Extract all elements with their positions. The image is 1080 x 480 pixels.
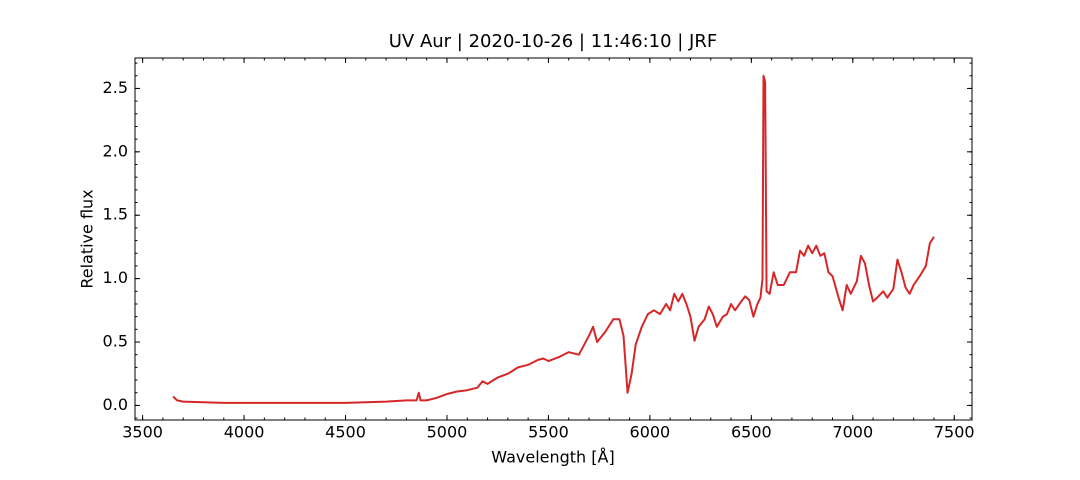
x-tick-label: 3500: [122, 423, 163, 442]
x-tick-label: 7500: [934, 423, 975, 442]
y-tick-label: 2.0: [103, 141, 128, 160]
y-tick-label: 2.5: [103, 78, 128, 97]
x-tick-label: 4000: [224, 423, 265, 442]
x-tick-label: 4500: [325, 423, 366, 442]
plot-frame: [134, 57, 973, 421]
y-tick-label: 0.5: [103, 332, 128, 351]
x-axis-label: Wavelength [Å]: [491, 448, 614, 467]
spectrum-line: [172, 74, 935, 404]
x-tick-label: 6000: [630, 423, 671, 442]
x-tick-label: 7000: [832, 423, 873, 442]
x-tick-label: 5500: [528, 423, 569, 442]
y-tick-label: 1.5: [103, 205, 128, 224]
chart-title: UV Aur | 2020-10-26 | 11:46:10 | JRF: [389, 31, 717, 52]
x-tick-label: 5000: [427, 423, 468, 442]
y-tick-label: 0.0: [103, 395, 128, 414]
y-tick-label: 1.0: [103, 268, 128, 287]
y-axis-label: Relative flux: [78, 189, 97, 288]
x-tick-label: 6500: [731, 423, 772, 442]
